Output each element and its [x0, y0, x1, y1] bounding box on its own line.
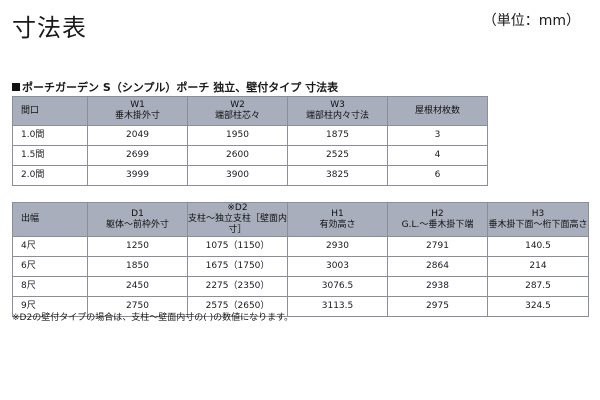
unit-note: （単位：mm）	[482, 13, 580, 29]
table-row: 8尺 2450 2275（2350） 3076.5 2938 287.5	[12, 276, 589, 297]
table-cell: 2699	[87, 145, 188, 166]
table-cell: 2575（2650）	[187, 296, 288, 317]
table-cell: 2049	[87, 125, 188, 146]
table-cell: 2750	[87, 296, 188, 317]
table-cell: 9尺	[12, 296, 88, 317]
table-cell: 3	[387, 125, 488, 146]
table-cell: 4	[387, 145, 488, 166]
table-cell: 3003	[287, 256, 388, 277]
table-cell: 4尺	[12, 236, 88, 257]
column-header: W3 端部柱内々寸法	[287, 96, 388, 126]
table-cell: 2930	[287, 236, 388, 257]
section-title: ポーチガーデン S（シンプル）ポーチ 独立、壁付タイプ 寸法表	[12, 79, 338, 95]
dimension-table-width: 間口 W1 垂木掛外寸 W2 端部柱芯々 W3 端部柱内々寸法 屋根材枚数 1.0間 …	[12, 96, 488, 186]
table-cell: 2600	[187, 145, 288, 166]
table-cell: 2975	[387, 296, 488, 317]
table-cell: 324.5	[487, 296, 589, 317]
column-header: 出幅	[12, 202, 88, 237]
dimension-table-depth: 出幅 D1 躯体～前枠外寸 ※D2 支柱～独立支柱［壁面内寸］ H1 有効高さ H2 G…	[12, 202, 589, 317]
table-row: 1.5間 2699 2600 2525 4	[12, 145, 488, 166]
table-row: 6尺 1850 1675（1750） 3003 2864 214	[12, 256, 589, 277]
column-header: H3 垂木掛下面～桁下面高さ	[487, 202, 589, 237]
table-row: 9尺 2750 2575（2650） 3113.5 2975 324.5	[12, 296, 589, 317]
table-cell: 1950	[187, 125, 288, 146]
table-cell: 6尺	[12, 256, 88, 277]
table-cell: 3113.5	[287, 296, 388, 317]
table-cell: 287.5	[487, 276, 589, 297]
table-cell: 6	[387, 165, 488, 186]
table-cell: 140.5	[487, 236, 589, 257]
column-header: 屋根材枚数	[387, 96, 488, 126]
table-row: 2.0間 3999 3900 3825 6	[12, 165, 488, 186]
table-cell: 1875	[287, 125, 388, 146]
section-title-text: ポーチガーデン S（シンプル）ポーチ 独立、壁付タイプ 寸法表	[22, 81, 339, 94]
table-cell: 2.0間	[12, 165, 88, 186]
table-cell: 1.0間	[12, 125, 88, 146]
table-cell: 3825	[287, 165, 388, 186]
column-header: H1 有効高さ	[287, 202, 388, 237]
table-header-row: 間口 W1 垂木掛外寸 W2 端部柱芯々 W3 端部柱内々寸法 屋根材枚数	[12, 96, 488, 126]
table-cell: 2791	[387, 236, 488, 257]
table-cell: 8尺	[12, 276, 88, 297]
page-title: 寸法表	[12, 14, 87, 42]
table-cell: 3076.5	[287, 276, 388, 297]
table-cell: 2864	[387, 256, 488, 277]
table-cell: 1250	[87, 236, 188, 257]
table-row: 4尺 1250 1075（1150） 2930 2791 140.5	[12, 236, 589, 257]
table-cell: 2450	[87, 276, 188, 297]
footnote: ※D2の壁付タイプの場合は、支柱～壁面内寸の( )の数値になります。	[12, 313, 294, 323]
table-cell: 2525	[287, 145, 388, 166]
table-cell: 1.5間	[12, 145, 88, 166]
column-header: W2 端部柱芯々	[187, 96, 288, 126]
column-header: W1 垂木掛外寸	[87, 96, 188, 126]
table-cell: 2275（2350）	[187, 276, 288, 297]
table-header-row: 出幅 D1 躯体～前枠外寸 ※D2 支柱～独立支柱［壁面内寸］ H1 有効高さ H2 G…	[12, 202, 589, 237]
table-cell: 1675（1750）	[187, 256, 288, 277]
table-cell: 2938	[387, 276, 488, 297]
table-cell: 1850	[87, 256, 188, 277]
table-cell: 3999	[87, 165, 188, 186]
column-header: ※D2 支柱～独立支柱［壁面内寸］	[187, 202, 288, 237]
column-header: D1 躯体～前枠外寸	[87, 202, 188, 237]
column-header: 間口	[12, 96, 88, 126]
column-header: H2 G.L.～垂木掛下端	[387, 202, 488, 237]
table-cell: 214	[487, 256, 589, 277]
table-row: 1.0間 2049 1950 1875 3	[12, 125, 488, 146]
table-cell: 1075（1150）	[187, 236, 288, 257]
square-bullet-icon	[12, 83, 20, 91]
table-cell: 3900	[187, 165, 288, 186]
